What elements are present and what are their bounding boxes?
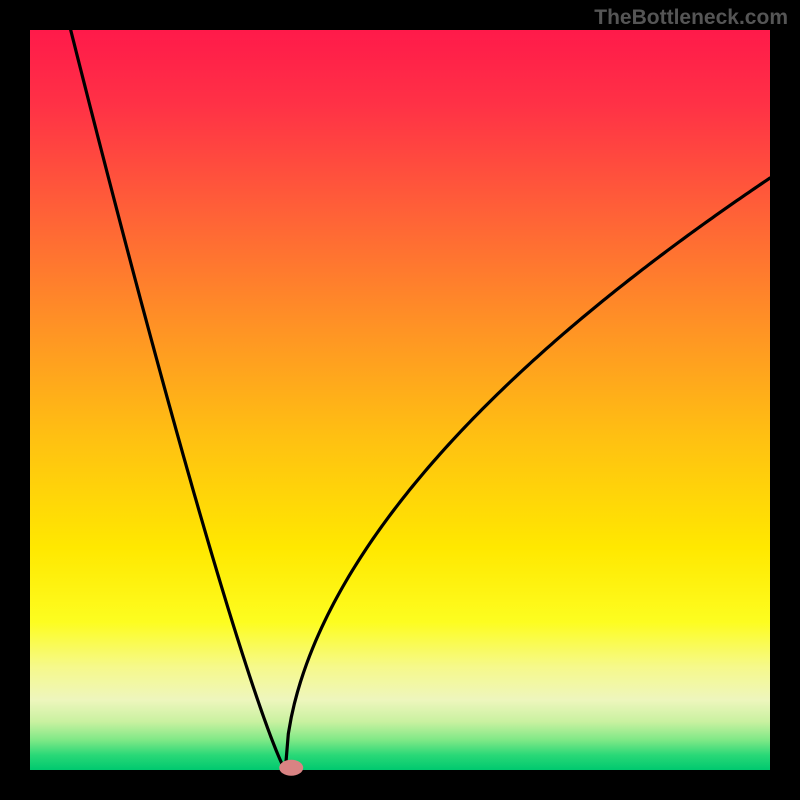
chart-container: TheBottleneck.com: [0, 0, 800, 800]
bottleneck-chart: [0, 0, 800, 800]
watermark-text: TheBottleneck.com: [594, 6, 788, 30]
optimal-marker: [279, 760, 303, 776]
gradient-background: [30, 30, 770, 770]
